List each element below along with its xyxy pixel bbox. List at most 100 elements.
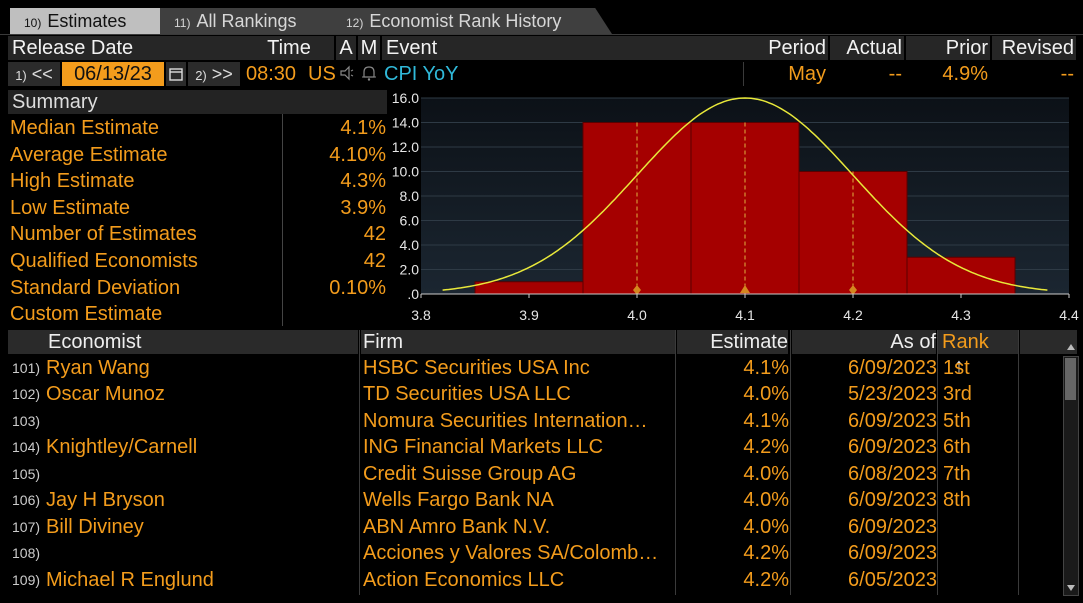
column-as-of[interactable]: As of — [792, 330, 936, 354]
table-scrollbar[interactable] — [1063, 356, 1079, 596]
economist-name[interactable]: Michael R Englund — [46, 569, 214, 591]
tab-estimates[interactable]: 10) Estimates — [10, 8, 170, 34]
histogram-bar — [798, 171, 908, 295]
firm-name[interactable]: Action Economics LLC — [363, 569, 565, 591]
firm-name[interactable]: ING Financial Markets LLC — [363, 436, 604, 458]
scroll-up-icon[interactable] — [1065, 340, 1077, 352]
row-index: 108) — [12, 545, 41, 561]
firm-name[interactable]: Acciones y Valores SA/Colomb… — [363, 542, 659, 564]
actual-value: -- — [888, 63, 902, 85]
as-of-date: 6/09/2023 — [848, 357, 937, 379]
summary-row-low: Low Estimate 3.9% — [10, 195, 386, 221]
summary-label: Low Estimate — [10, 197, 131, 219]
divider — [359, 330, 360, 595]
summary-label: Number of Estimates — [10, 223, 197, 245]
summary-title: Summary — [8, 90, 387, 114]
estimate-value: 4.1% — [743, 410, 789, 432]
period-value: May — [788, 63, 826, 85]
table-row[interactable]: 104) Knightley/Carnell ING Financial Marke… — [8, 434, 1063, 460]
summary-label: Median Estimate — [10, 117, 159, 139]
summary-row-stdev: Standard Deviation 0.10% — [10, 275, 386, 301]
tab-number: 11) — [174, 16, 191, 30]
firm-name[interactable]: Nomura Securities Internation… — [363, 410, 648, 432]
x-tick-label: 3.9 — [519, 307, 539, 323]
tab-economist-rank-history[interactable]: 12) Economist Rank History — [332, 8, 612, 34]
row-index: 107) — [12, 519, 41, 535]
x-tick-label: 4.2 — [843, 307, 863, 323]
as-of-date: 5/23/2023 — [848, 383, 937, 405]
rank-value: 7th — [943, 463, 971, 485]
table-row[interactable]: 107) Bill Diviney ABN Amro Bank N.V. 4.0% 6/… — [8, 514, 1063, 540]
button-number: 1) — [15, 68, 27, 83]
release-date-field[interactable]: 06/13/23 — [62, 62, 164, 86]
as-of-date: 6/09/2023 — [848, 516, 937, 538]
summary-value: 4.10% — [329, 144, 386, 166]
summary-row-high: High Estimate 4.3% — [10, 168, 386, 194]
y-tick-label: 6.0 — [400, 213, 420, 229]
next-date-button[interactable]: 2) >> — [188, 62, 240, 86]
median-marker-icon — [740, 285, 750, 293]
scroll-down-icon[interactable] — [1065, 581, 1077, 593]
header-actual: Actual — [830, 36, 905, 60]
chevron-right-icon: >> — [211, 64, 233, 84]
divider — [282, 114, 283, 326]
table-row[interactable]: 105) Credit Suisse Group AG 4.0% 6/08/2023 7… — [8, 461, 1063, 487]
row-index: 106) — [12, 492, 41, 508]
sort-arrow-icon[interactable]: ↑ — [954, 355, 964, 377]
column-rank[interactable]: Rank ↑ — [938, 330, 1018, 377]
y-tick-label: 16.0 — [392, 90, 419, 106]
economist-name[interactable]: Jay H Bryson — [46, 489, 165, 511]
header-a: A — [336, 36, 357, 60]
summary-value: 0.10% — [329, 277, 386, 299]
table-row[interactable]: 109) Michael R Englund Action Economics LL… — [8, 567, 1063, 593]
firm-name[interactable]: ABN Amro Bank N.V. — [363, 516, 551, 538]
table-row[interactable]: 106) Jay H Bryson Wells Fargo Bank NA 4.0% 6… — [8, 487, 1063, 513]
bell-icon[interactable] — [360, 64, 380, 84]
summary-row-custom[interactable]: Custom Estimate — [10, 301, 386, 327]
histogram-bar — [474, 281, 584, 295]
estimate-value: 4.2% — [743, 569, 789, 591]
speaker-icon[interactable] — [338, 64, 358, 84]
scrollbar-thumb[interactable] — [1065, 358, 1076, 400]
header-period: Period — [746, 36, 829, 60]
row-index: 103) — [12, 413, 41, 429]
rank-value: 6th — [943, 436, 971, 458]
economist-name[interactable]: Oscar Munoz — [46, 383, 165, 405]
estimate-value: 4.2% — [743, 436, 789, 458]
as-of-date: 6/05/2023 — [848, 569, 937, 591]
table-row[interactable]: 102) Oscar Munoz TD Securities USA LLC 4.0%… — [8, 381, 1063, 407]
firm-name[interactable]: HSBC Securities USA Inc — [363, 357, 590, 379]
y-tick-label: 8.0 — [400, 188, 420, 204]
tab-label: Economist Rank History — [369, 11, 562, 31]
event-name[interactable]: CPI YoY — [384, 63, 459, 85]
header-release-date: Release Date — [8, 36, 245, 60]
column-estimate[interactable]: Estimate — [677, 330, 788, 354]
economist-name[interactable]: Ryan Wang — [46, 357, 150, 379]
table-row[interactable]: 103) Nomura Securities Internation… 4.1% 6/… — [8, 408, 1063, 434]
row-index: 102) — [12, 386, 41, 402]
table-row[interactable]: 101) Ryan Wang HSBC Securities USA Inc 4.1%… — [8, 355, 1063, 381]
revised-value: -- — [1060, 63, 1074, 85]
prev-date-button[interactable]: 1) << — [8, 62, 60, 86]
prior-value: 4.9% — [942, 63, 988, 85]
summary-value: 42 — [363, 223, 386, 245]
firm-name[interactable]: TD Securities USA LLC — [363, 383, 571, 405]
table-row[interactable]: 108) Acciones y Valores SA/Colomb… 4.2% 6/0… — [8, 540, 1063, 566]
tab-number: 10) — [24, 16, 42, 30]
firm-name[interactable]: Credit Suisse Group AG — [363, 463, 577, 485]
tab-all-rankings[interactable]: 11) All Rankings — [160, 8, 346, 34]
as-of-date: 6/09/2023 — [848, 436, 937, 458]
economist-name[interactable]: Knightley/Carnell — [46, 436, 198, 458]
firm-name[interactable]: Wells Fargo Bank NA — [363, 489, 554, 511]
y-tick-label: .0 — [407, 286, 419, 302]
estimate-value: 4.0% — [743, 463, 789, 485]
column-economist[interactable]: Economist — [8, 330, 358, 354]
economist-name[interactable]: Bill Diviney — [46, 516, 144, 538]
as-of-date: 6/09/2023 — [848, 542, 937, 564]
calendar-icon[interactable] — [166, 62, 186, 86]
release-time: 08:30 — [246, 63, 297, 85]
y-tick-label: 12.0 — [392, 139, 419, 155]
y-tick-label: 2.0 — [400, 262, 420, 278]
estimate-value: 4.0% — [743, 516, 789, 538]
column-firm[interactable]: Firm — [361, 330, 675, 354]
